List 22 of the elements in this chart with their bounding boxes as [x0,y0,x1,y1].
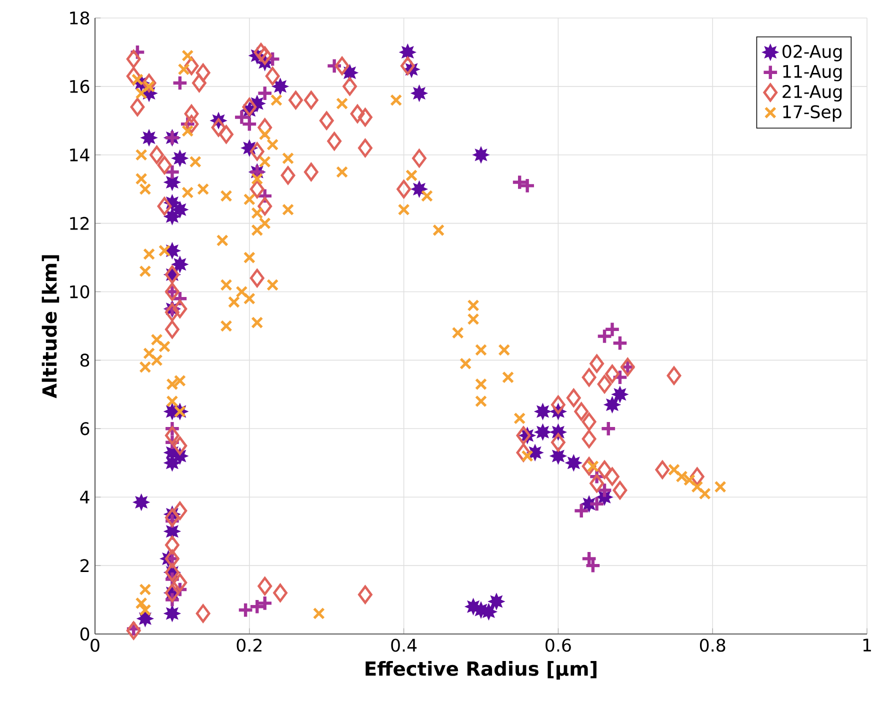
y-tick-label: 16 [70,80,90,93]
legend-label: 02-Aug [782,44,842,62]
x-tick-label: 0.4 [391,638,417,652]
legend-label: 21-Aug [782,85,842,102]
y-tick-label: 10 [70,285,90,298]
y-tick-label: 2 [80,559,89,572]
x-tick-label: 0.6 [546,638,571,652]
x-tick-label: 0 [90,638,100,652]
x-axis-title: Effective Radius [μm] [366,660,596,680]
y-tick-label: 18 [70,11,90,25]
x-tick-label: 0.2 [236,638,262,652]
y-tick-label: 0 [80,627,90,641]
x-tick-label: 0.8 [700,638,726,652]
y-tick-label: 6 [80,422,90,436]
y-axis-title: Altitude [km] [42,255,60,398]
y-tick-label: 14 [70,148,90,162]
y-tick-label: 8 [80,354,90,367]
legend-label: 11-Aug [783,65,842,82]
y-tick-label: 4 [80,490,90,504]
y-tick-label: 12 [70,216,89,230]
x-tick-label: 1 [863,638,871,652]
legend-label: 17-Sep [783,105,842,122]
